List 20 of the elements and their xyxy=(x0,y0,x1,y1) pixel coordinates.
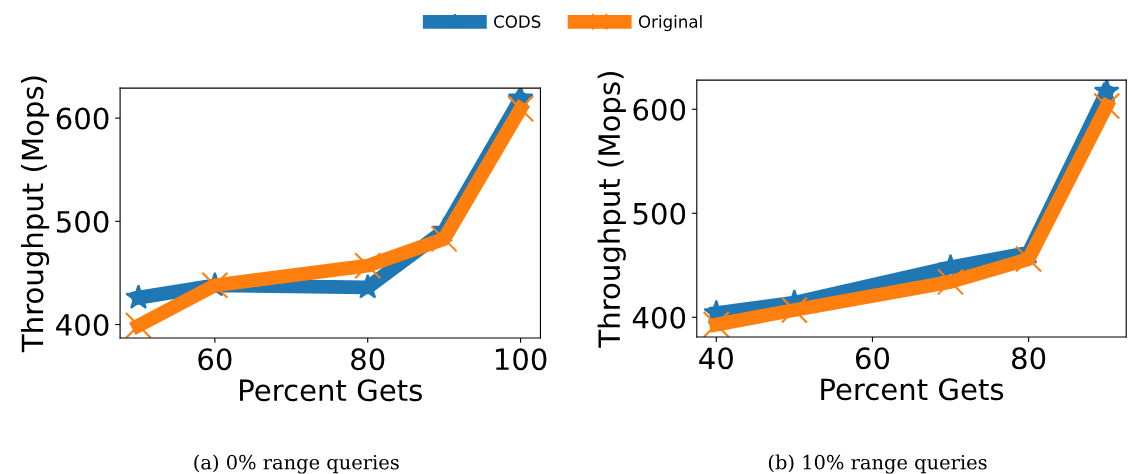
x-tick-label: 100 xyxy=(495,348,547,371)
legend-label: CODS xyxy=(494,15,541,28)
legend-label: Original xyxy=(638,15,702,32)
x-tick-label: 80 xyxy=(351,348,385,371)
x-axis-title: Percent Gets xyxy=(821,378,1004,401)
y-tick-label: 600 xyxy=(56,107,109,130)
text: (b) 10% range queries xyxy=(768,454,987,474)
y-tick-label: 600 xyxy=(633,98,686,121)
y-tick-label: 400 xyxy=(56,313,109,337)
x-axis-title: Percent Gets xyxy=(240,379,422,402)
y-tick-label: 500 xyxy=(56,210,109,233)
x-tick-label: 60 xyxy=(198,348,232,371)
text: (a) 0% range queries xyxy=(194,454,399,474)
y-tick-label: 400 xyxy=(632,306,686,329)
y-axis-title: Throughput (Mops) xyxy=(20,76,50,353)
x-tick-label: 60 xyxy=(855,347,890,370)
x-tick-label: 80 xyxy=(1012,347,1046,370)
y-tick-label: 500 xyxy=(633,202,686,225)
x-tick-label: 40 xyxy=(699,347,733,370)
y-axis-title: Throughput (Mops) xyxy=(597,71,626,348)
